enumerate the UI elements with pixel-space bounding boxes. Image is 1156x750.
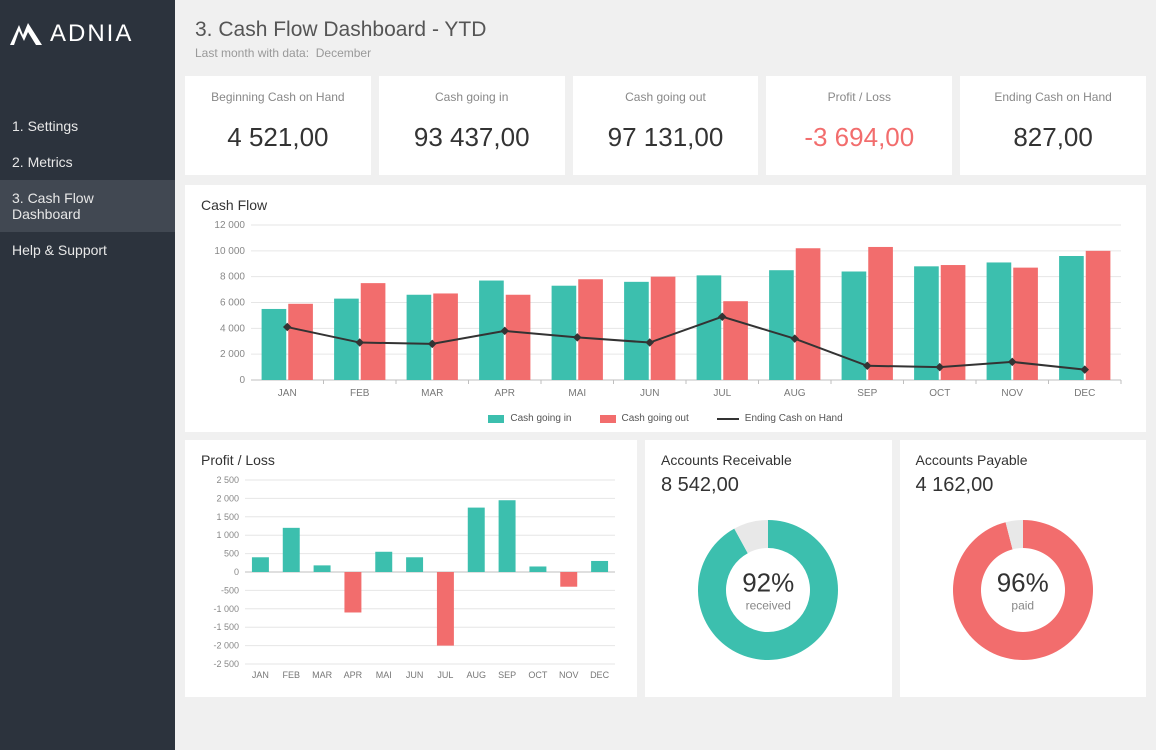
profitloss-panel: Profit / Loss -2 500 -2 000 -1 500 -1 000 -5… bbox=[185, 440, 637, 697]
kpi-value: -3 694,00 bbox=[774, 122, 944, 153]
svg-text:DEC: DEC bbox=[1074, 388, 1095, 399]
kpi-value: 827,00 bbox=[968, 122, 1138, 153]
cashflow-chart: 0 2 000 4 000 6 000 8 000 10 000 12 000 JAN FEB M… bbox=[201, 219, 1130, 409]
kpi-label: Profit / Loss bbox=[774, 90, 944, 104]
receivable-panel: Accounts Receivable 8 542,00 92% receive… bbox=[645, 440, 892, 697]
header: 3. Cash Flow Dashboard - YTD Last month … bbox=[175, 0, 1156, 70]
sidebar-item-3[interactable]: Help & Support bbox=[0, 232, 175, 268]
payable-title: Accounts Payable bbox=[916, 452, 1131, 468]
kpi-value: 4 521,00 bbox=[193, 122, 363, 153]
svg-text:2 000: 2 000 bbox=[216, 493, 239, 503]
svg-text:SEP: SEP bbox=[498, 670, 516, 680]
svg-text:MAI: MAI bbox=[568, 388, 586, 399]
logo-icon bbox=[10, 23, 42, 45]
kpi-value: 97 131,00 bbox=[581, 122, 751, 153]
svg-text:12 000: 12 000 bbox=[214, 220, 245, 231]
svg-text:SEP: SEP bbox=[857, 388, 877, 399]
svg-text:10 000: 10 000 bbox=[214, 246, 245, 257]
main: 3. Cash Flow Dashboard - YTD Last month … bbox=[175, 0, 1156, 750]
receivable-title: Accounts Receivable bbox=[661, 452, 876, 468]
brand-text: ADNIA bbox=[50, 20, 133, 48]
receivable-pct: 92% bbox=[742, 568, 794, 599]
kpi-label: Cash going out bbox=[581, 90, 751, 104]
svg-text:1 500: 1 500 bbox=[216, 512, 239, 522]
logo: ADNIA bbox=[0, 0, 175, 78]
page-title: 3. Cash Flow Dashboard - YTD bbox=[195, 18, 1136, 42]
receivable-sub: received bbox=[742, 599, 794, 613]
legend-item-end: Ending Cash on Hand bbox=[717, 413, 843, 424]
svg-text:JUL: JUL bbox=[437, 670, 453, 680]
kpi-card-0: Beginning Cash on Hand 4 521,00 bbox=[185, 76, 371, 175]
profitloss-chart: -2 500 -2 000 -1 500 -1 000 -500 0 500 1 000 1 5… bbox=[201, 474, 621, 689]
kpi-value: 93 437,00 bbox=[387, 122, 557, 153]
svg-text:-1 500: -1 500 bbox=[213, 622, 239, 632]
svg-text:NOV: NOV bbox=[1001, 388, 1023, 399]
svg-text:OCT: OCT bbox=[528, 670, 548, 680]
payable-pct: 96% bbox=[997, 568, 1049, 599]
receivable-donut: 92% received bbox=[661, 505, 876, 675]
legend-item-in: Cash going in bbox=[488, 413, 571, 424]
svg-text:0: 0 bbox=[239, 375, 245, 386]
svg-text:-500: -500 bbox=[221, 585, 239, 595]
bottom-row: Profit / Loss -2 500 -2 000 -1 500 -1 000 -5… bbox=[185, 440, 1146, 697]
cashflow-panel: Cash Flow 0 2 000 4 000 6 000 8 000 10 000 12 … bbox=[185, 185, 1146, 432]
svg-text:AUG: AUG bbox=[784, 388, 806, 399]
svg-text:JAN: JAN bbox=[252, 670, 269, 680]
kpi-label: Beginning Cash on Hand bbox=[193, 90, 363, 104]
kpi-card-3: Profit / Loss -3 694,00 bbox=[766, 76, 952, 175]
svg-text:JUN: JUN bbox=[640, 388, 659, 399]
subtitle-value: December bbox=[316, 46, 371, 60]
payable-panel: Accounts Payable 4 162,00 96% paid bbox=[900, 440, 1147, 697]
subtitle-label: Last month with data: bbox=[195, 46, 309, 60]
svg-text:8 000: 8 000 bbox=[220, 272, 245, 283]
svg-text:FEB: FEB bbox=[350, 388, 370, 399]
svg-text:-2 500: -2 500 bbox=[213, 659, 239, 669]
svg-text:2 000: 2 000 bbox=[220, 349, 245, 360]
page-subtitle: Last month with data: December bbox=[195, 46, 1136, 60]
svg-text:0: 0 bbox=[234, 567, 239, 577]
svg-text:6 000: 6 000 bbox=[220, 298, 245, 309]
kpi-card-2: Cash going out 97 131,00 bbox=[573, 76, 759, 175]
svg-text:AUG: AUG bbox=[466, 670, 486, 680]
legend-item-out: Cash going out bbox=[600, 413, 689, 424]
payable-sub: paid bbox=[997, 599, 1049, 613]
svg-text:JAN: JAN bbox=[278, 388, 297, 399]
sidebar-item-2[interactable]: 3. Cash Flow Dashboard bbox=[0, 180, 175, 232]
kpi-label: Cash going in bbox=[387, 90, 557, 104]
svg-text:-2 000: -2 000 bbox=[213, 641, 239, 651]
sidebar-item-0[interactable]: 1. Settings bbox=[0, 108, 175, 144]
svg-text:-1 000: -1 000 bbox=[213, 604, 239, 614]
svg-text:APR: APR bbox=[344, 670, 363, 680]
svg-text:2 500: 2 500 bbox=[216, 475, 239, 485]
svg-text:OCT: OCT bbox=[929, 388, 950, 399]
payable-donut: 96% paid bbox=[916, 505, 1131, 675]
profitloss-title: Profit / Loss bbox=[201, 452, 621, 468]
kpi-card-1: Cash going in 93 437,00 bbox=[379, 76, 565, 175]
cashflow-title: Cash Flow bbox=[201, 197, 1130, 213]
sidebar-item-1[interactable]: 2. Metrics bbox=[0, 144, 175, 180]
svg-text:JUL: JUL bbox=[713, 388, 731, 399]
payable-amount: 4 162,00 bbox=[916, 474, 1131, 497]
svg-text:4 000: 4 000 bbox=[220, 323, 245, 334]
receivable-amount: 8 542,00 bbox=[661, 474, 876, 497]
svg-text:APR: APR bbox=[494, 388, 515, 399]
svg-text:NOV: NOV bbox=[559, 670, 579, 680]
kpi-row: Beginning Cash on Hand 4 521,00 Cash going… bbox=[175, 70, 1156, 181]
svg-text:1 000: 1 000 bbox=[216, 530, 239, 540]
cashflow-legend: Cash going in Cash going out Ending Cash o… bbox=[201, 413, 1130, 424]
svg-text:MAR: MAR bbox=[421, 388, 443, 399]
nav: 1. Settings2. Metrics3. Cash Flow Dashbo… bbox=[0, 108, 175, 268]
svg-text:JUN: JUN bbox=[406, 670, 424, 680]
svg-text:MAI: MAI bbox=[376, 670, 392, 680]
svg-text:DEC: DEC bbox=[590, 670, 610, 680]
svg-text:FEB: FEB bbox=[282, 670, 300, 680]
kpi-label: Ending Cash on Hand bbox=[968, 90, 1138, 104]
panels: Cash Flow 0 2 000 4 000 6 000 8 000 10 000 12 … bbox=[175, 181, 1156, 701]
svg-text:MAR: MAR bbox=[312, 670, 333, 680]
kpi-card-4: Ending Cash on Hand 827,00 bbox=[960, 76, 1146, 175]
svg-text:500: 500 bbox=[224, 549, 239, 559]
sidebar: ADNIA 1. Settings2. Metrics3. Cash Flow … bbox=[0, 0, 175, 750]
